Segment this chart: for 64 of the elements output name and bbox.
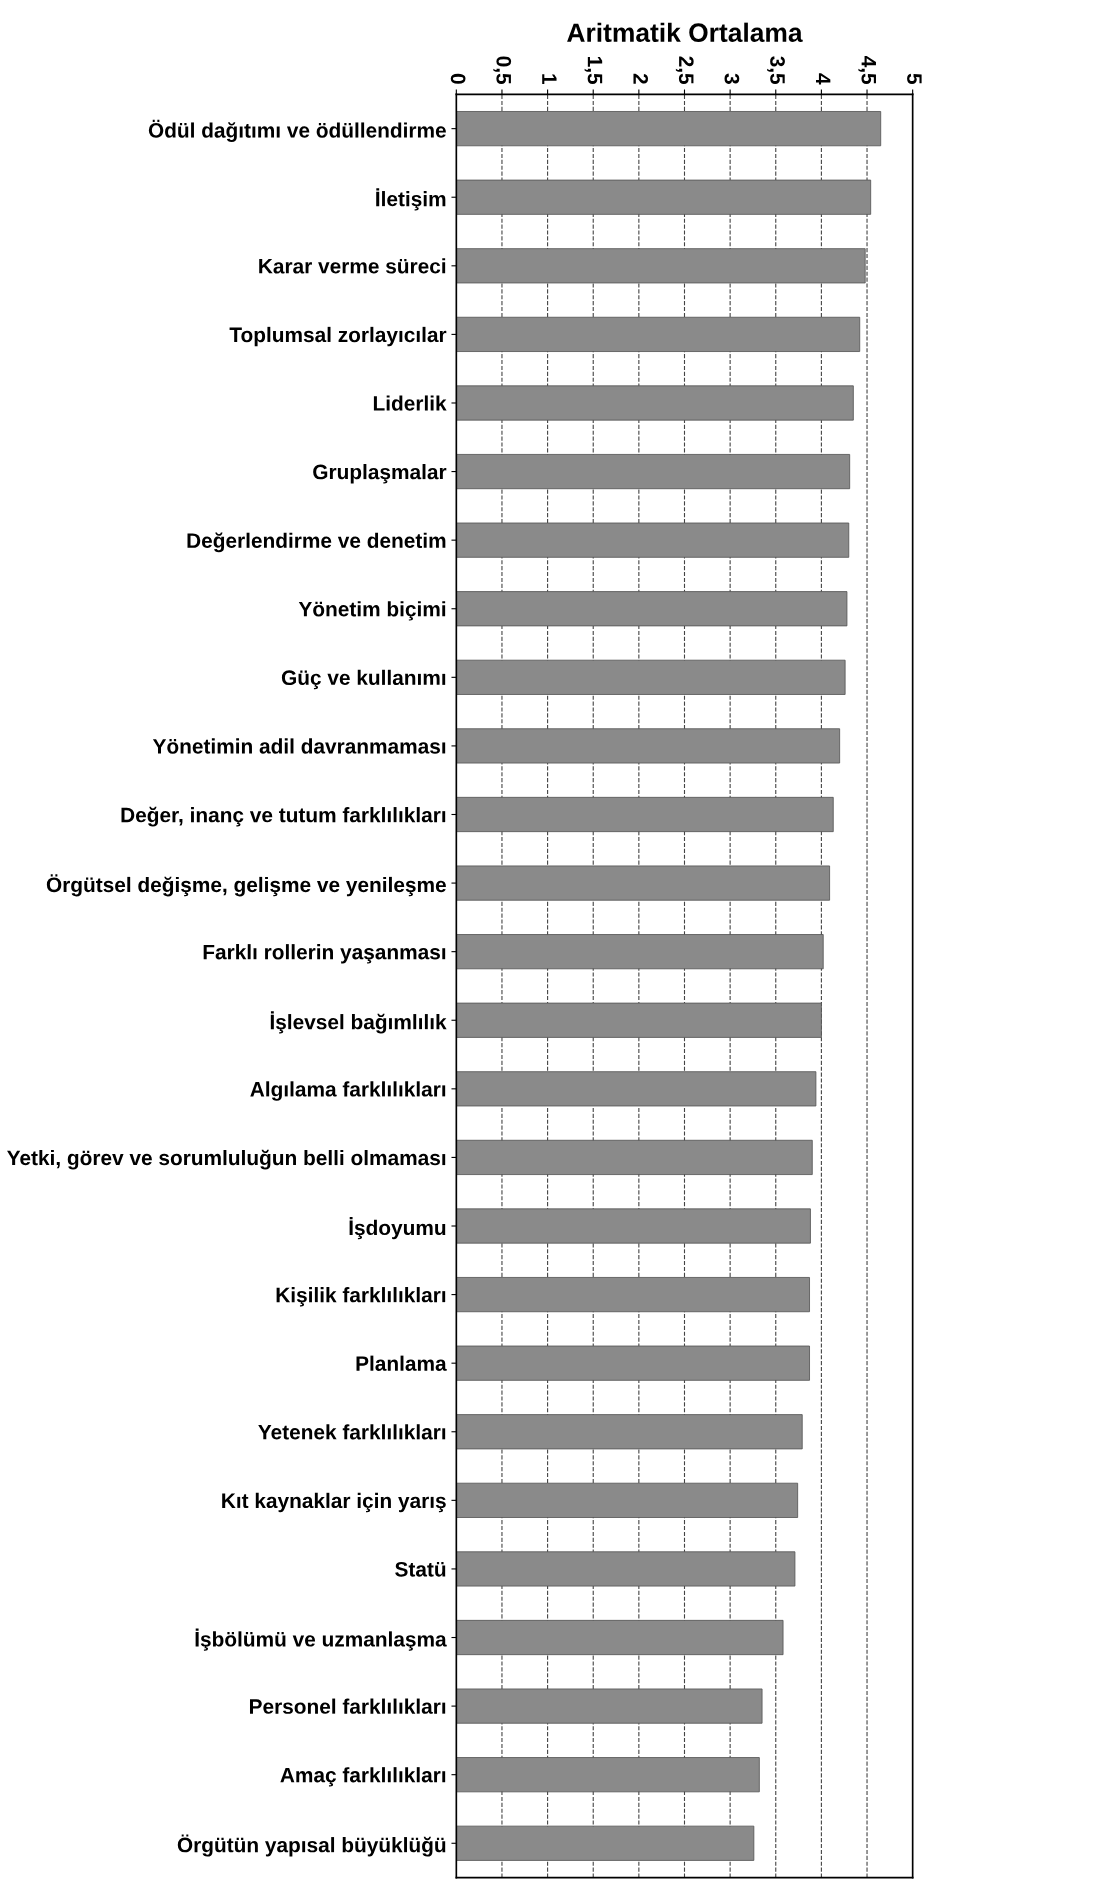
bar bbox=[456, 248, 866, 284]
bar bbox=[456, 1277, 810, 1313]
bar bbox=[456, 1482, 799, 1518]
y-tick-label: Statü bbox=[395, 1561, 446, 1577]
bar bbox=[456, 1688, 763, 1724]
x-tick-label: 0,5 bbox=[493, 56, 512, 85]
y-tick-label: Yönetimin adil davranmaması bbox=[152, 738, 446, 754]
x-tick-label: 1,5 bbox=[584, 56, 603, 85]
y-tick-label: İşdoyumu bbox=[349, 1217, 446, 1240]
bar bbox=[456, 659, 846, 695]
y-tick-label: Planlama bbox=[356, 1355, 447, 1371]
bar bbox=[456, 1825, 755, 1861]
bar bbox=[456, 1619, 784, 1656]
x-tick-label: 2,5 bbox=[675, 56, 694, 85]
y-tick-label: İletişim bbox=[376, 188, 446, 211]
x-tick-label: 3,5 bbox=[767, 56, 785, 85]
bar bbox=[456, 865, 831, 901]
x-tick-label: 4 bbox=[816, 73, 831, 85]
y-tick-label: Algılama farklılıkları bbox=[250, 1081, 446, 1101]
bar bbox=[456, 179, 872, 215]
x-tick-label: 2 bbox=[633, 73, 649, 84]
x-tick-label: 0 bbox=[450, 73, 466, 84]
y-tick-label: Ödül dağıtımı ve ödüllendirme bbox=[148, 119, 446, 142]
y-tick-label: Kişilik farklılıkları bbox=[276, 1287, 446, 1307]
bar bbox=[456, 1208, 811, 1244]
bar bbox=[456, 1002, 822, 1038]
bar bbox=[456, 522, 850, 558]
y-tick-label: Örgütsel değişme, gelişme ve yenileşme bbox=[46, 874, 446, 897]
y-tick-label: Personel farklılıkları bbox=[249, 1698, 446, 1714]
bar bbox=[456, 796, 834, 833]
y-tick-label: Toplumsal zorlayıcılar bbox=[229, 326, 447, 347]
x-tick-label: 5 bbox=[907, 73, 922, 85]
bar bbox=[456, 111, 882, 147]
x-tick-label: 3 bbox=[724, 73, 740, 84]
y-tick-label: Yetenek farklılıkları bbox=[258, 1424, 446, 1440]
x-tick-label: 1 bbox=[542, 74, 557, 85]
y-tick-label: İşbölümü ve uzmanlaşma bbox=[195, 1628, 447, 1651]
y-tick-label: Güç ve kullanımı bbox=[281, 669, 446, 690]
y-tick-label: Değer, inanç ve tutum farklılıkları bbox=[121, 806, 446, 827]
y-tick-label: Amaç farklılıkları bbox=[280, 1767, 446, 1787]
x-tick-label: 4,5 bbox=[858, 55, 876, 85]
y-tick-label: Farklı rollerin yaşanması bbox=[203, 944, 446, 964]
bar bbox=[456, 934, 824, 970]
bar bbox=[456, 1139, 813, 1175]
bar bbox=[456, 454, 851, 490]
y-tick-label: Yönetim biçimi bbox=[298, 601, 446, 621]
y-tick-label: Liderlik bbox=[373, 395, 447, 411]
bar bbox=[456, 591, 848, 627]
y-tick-label: Kıt kaynaklar için yarış bbox=[222, 1492, 446, 1513]
bar bbox=[456, 1414, 803, 1450]
bar bbox=[456, 1757, 760, 1793]
y-tick-label: Gruplaşmalar bbox=[313, 464, 447, 484]
y-tick-label: İşlevsel bağımlılık bbox=[270, 1011, 447, 1034]
bar bbox=[456, 1551, 796, 1587]
bar bbox=[456, 385, 854, 421]
bar bbox=[456, 1345, 810, 1381]
x-axis-title: Aritmatik Ortalama bbox=[567, 22, 803, 43]
bar bbox=[456, 316, 861, 352]
bar bbox=[456, 1071, 817, 1107]
y-tick-label: Örgütün yapısal büyüklüğü bbox=[177, 1834, 446, 1857]
y-tick-label: Değerlendirme ve denetim bbox=[187, 532, 446, 553]
y-tick-label: Yetki, görev ve sorumluluğun belli olmaması bbox=[7, 1149, 446, 1170]
bar bbox=[456, 728, 841, 764]
y-tick-label: Karar verme süreci bbox=[259, 258, 446, 274]
